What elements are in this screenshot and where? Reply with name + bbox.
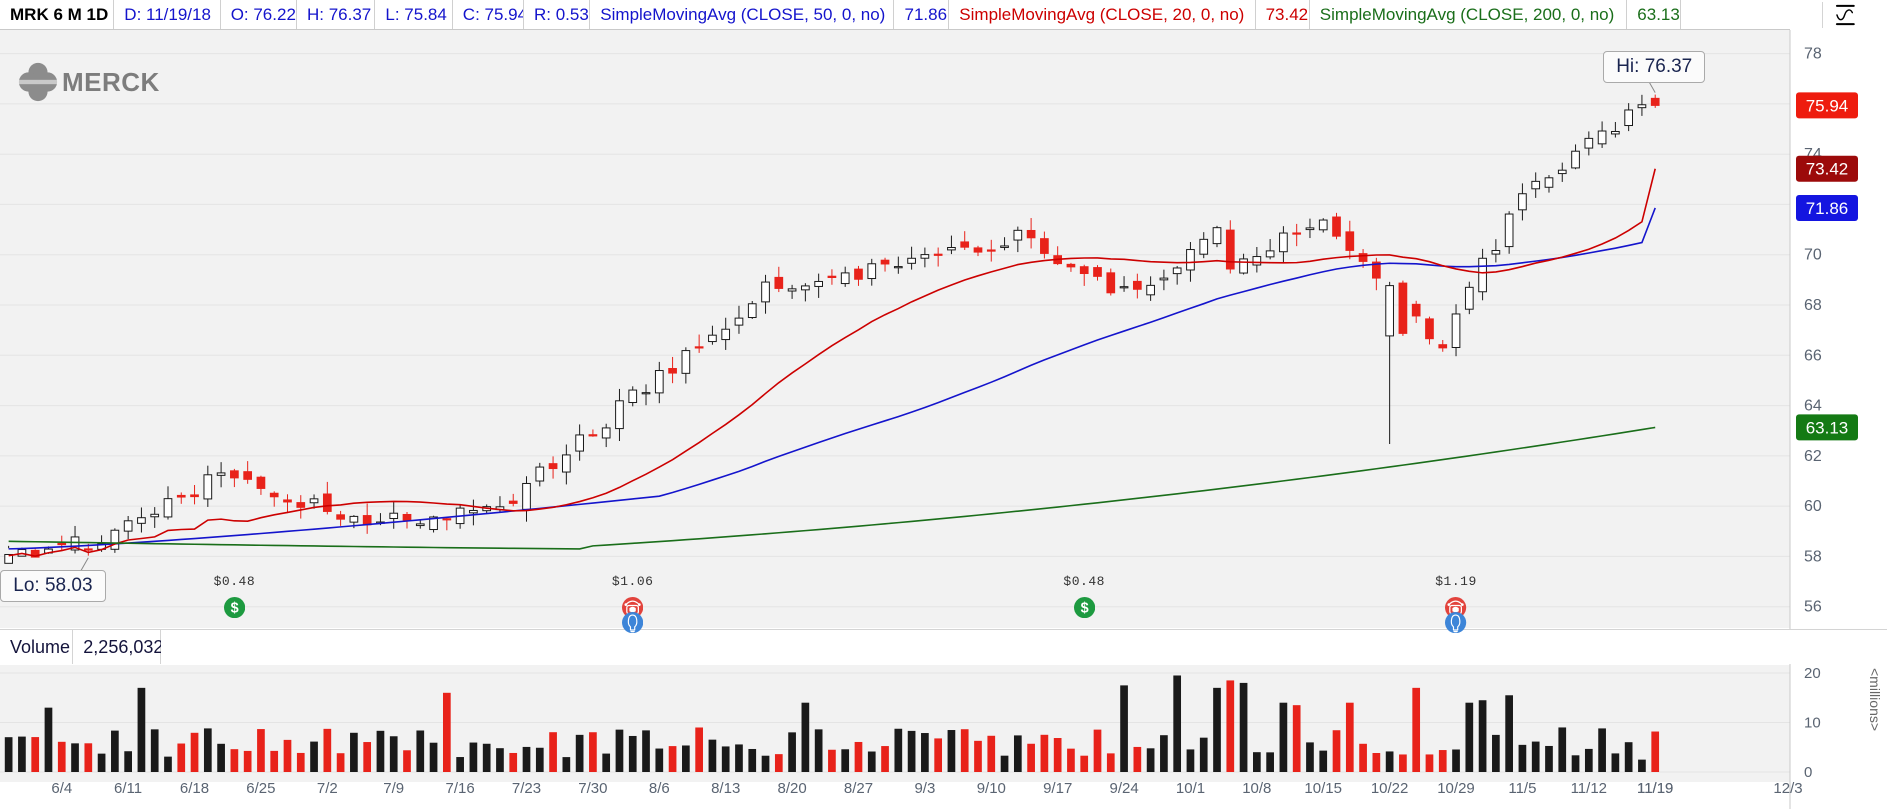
svg-text:8/20: 8/20 <box>777 780 806 797</box>
svg-text:9/17: 9/17 <box>1043 780 1072 797</box>
svg-text:8/13: 8/13 <box>711 780 740 797</box>
svg-text:6/18: 6/18 <box>180 780 209 797</box>
svg-text:8/27: 8/27 <box>844 780 873 797</box>
svg-text:11/12: 11/12 <box>1571 780 1607 797</box>
svg-text:75.94: 75.94 <box>1806 96 1849 115</box>
svg-text:7/23: 7/23 <box>512 780 541 797</box>
svg-text:71.86: 71.86 <box>1806 199 1849 218</box>
svg-text:60: 60 <box>1804 498 1822 515</box>
svg-text:$: $ <box>1080 600 1088 616</box>
svg-text:10/22: 10/22 <box>1371 780 1409 797</box>
svg-text:10: 10 <box>1804 715 1821 732</box>
svg-text:68: 68 <box>1804 297 1822 314</box>
svg-text:62: 62 <box>1804 448 1822 465</box>
svg-text:10/29: 10/29 <box>1437 780 1475 797</box>
svg-text:0: 0 <box>1804 764 1812 781</box>
svg-text:73.42: 73.42 <box>1806 160 1849 179</box>
svg-text:56: 56 <box>1804 599 1822 616</box>
svg-text:6/11: 6/11 <box>114 780 142 797</box>
svg-text:9/24: 9/24 <box>1109 780 1138 797</box>
svg-text:7/9: 7/9 <box>383 780 404 797</box>
svg-text:10/1: 10/1 <box>1176 780 1205 797</box>
svg-text:10/8: 10/8 <box>1242 780 1271 797</box>
svg-text:12/3: 12/3 <box>1773 780 1802 797</box>
svg-text:$: $ <box>230 600 238 616</box>
svg-text:10/15: 10/15 <box>1304 780 1342 797</box>
svg-text:11/5: 11/5 <box>1508 780 1536 797</box>
svg-text:20: 20 <box>1804 665 1821 682</box>
svg-text:78: 78 <box>1804 46 1822 63</box>
svg-text:6/25: 6/25 <box>246 780 275 797</box>
svg-text:9/10: 9/10 <box>977 780 1006 797</box>
svg-text:63.13: 63.13 <box>1806 418 1849 437</box>
svg-text:7/16: 7/16 <box>445 780 474 797</box>
svg-text:58: 58 <box>1804 548 1822 565</box>
svg-text:66: 66 <box>1804 347 1822 364</box>
svg-text:9/3: 9/3 <box>914 780 935 797</box>
svg-text:7/30: 7/30 <box>578 780 607 797</box>
svg-text:7/2: 7/2 <box>317 780 338 797</box>
svg-text:6/4: 6/4 <box>51 780 72 797</box>
svg-text:8/6: 8/6 <box>649 780 670 797</box>
svg-text:70: 70 <box>1804 247 1822 264</box>
svg-text:11/19: 11/19 <box>1637 780 1673 797</box>
svg-text:64: 64 <box>1804 398 1822 415</box>
